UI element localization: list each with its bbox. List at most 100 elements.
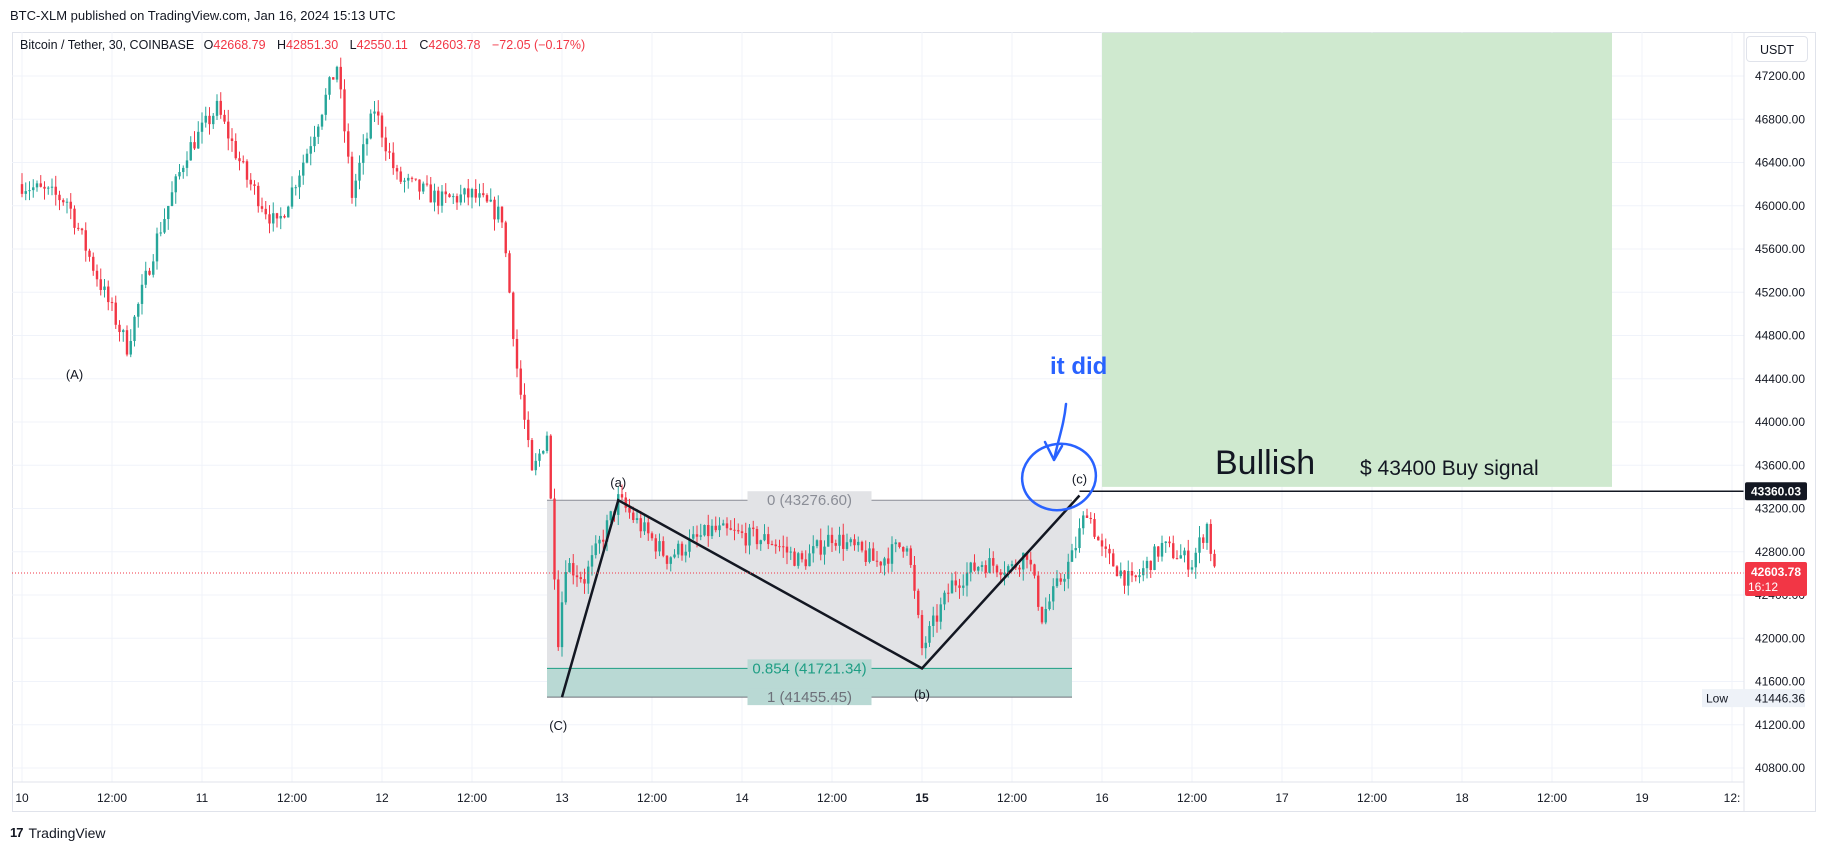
candle-body — [1153, 546, 1156, 570]
candle-body — [939, 604, 942, 622]
candle-body — [789, 551, 792, 553]
candle-body — [590, 555, 594, 567]
candle-body — [144, 270, 147, 285]
x-tick-label: 12:00 — [97, 791, 127, 805]
candle-body — [538, 453, 541, 461]
candle-body — [1022, 552, 1025, 570]
candle-body — [1010, 564, 1014, 567]
candle-body — [65, 201, 69, 203]
candle-body — [335, 66, 339, 80]
candle-body — [452, 196, 455, 198]
candle-body — [737, 530, 740, 532]
candle-body — [395, 168, 399, 172]
candle-body — [159, 232, 162, 234]
candle-body — [992, 558, 995, 566]
wave-label: (c) — [1072, 472, 1087, 487]
candle-body — [58, 194, 61, 201]
signal-price-tag — [1745, 482, 1807, 501]
candle-body — [377, 111, 380, 116]
price-axis[interactable]: 47200.00 46800.00 46400.00 46000.00 45600.00… — [1702, 32, 1807, 812]
candle-body — [305, 153, 309, 163]
change-value: −72.05 (−0.17%) — [491, 38, 586, 52]
last-price-label: 42603.78 — [1751, 565, 1801, 579]
candle-body — [197, 131, 200, 149]
candle-body — [1119, 570, 1122, 577]
arrow-down-icon — [1043, 402, 1068, 462]
candle-body — [497, 206, 500, 220]
candle-body — [1067, 561, 1070, 579]
candle-body — [88, 250, 91, 257]
candle-body — [635, 518, 639, 520]
candle-body — [373, 111, 376, 114]
candle-body — [69, 201, 72, 209]
fib-label-bg — [747, 491, 872, 509]
candle-body — [1048, 601, 1051, 609]
candle-body — [39, 183, 42, 187]
candle-body — [980, 565, 984, 567]
candle-body — [815, 540, 819, 547]
candle-body — [489, 199, 492, 202]
candle-body — [665, 555, 669, 564]
candle-body — [1179, 555, 1182, 559]
tradingview-logo-icon: 17 — [10, 825, 24, 840]
last-price-tag — [1745, 561, 1807, 596]
candle-body — [1040, 606, 1044, 623]
candle-body — [182, 167, 185, 173]
y-tick-label: 46800.00 — [1755, 112, 1805, 126]
candle-body — [35, 183, 39, 188]
candle-body — [602, 539, 605, 542]
candle-body — [767, 534, 770, 545]
candle-body — [1198, 537, 1201, 553]
candle-body — [275, 213, 279, 219]
candle-body — [864, 550, 867, 562]
candle-body — [185, 160, 189, 168]
tradingview-footer[interactable]: 17 TradingView — [10, 822, 106, 844]
candle-body — [163, 219, 166, 233]
time-axis[interactable]: 10 12:00 11 12:00 12 12:00 13 12:00 14 12:00 15 12:… — [12, 781, 1744, 805]
y-tick-label: 46000.00 — [1755, 199, 1805, 213]
target-zone-rect — [1102, 32, 1612, 487]
candle-body — [189, 142, 192, 161]
highlight-circle-icon — [1020, 442, 1098, 512]
candle-body — [107, 286, 110, 303]
candle-body — [542, 450, 545, 454]
drawings[interactable]: (A) (a) (b) (c) (C) Bullish $ 43400 Buy signal… — [12, 353, 1744, 733]
candle-body — [234, 141, 237, 159]
x-tick-label: 12 — [375, 791, 389, 805]
candle-body — [965, 572, 969, 586]
x-tick-label: 12:00 — [1177, 791, 1207, 805]
candle-body — [609, 511, 612, 521]
candle-body — [1134, 575, 1137, 578]
candle-body — [943, 592, 946, 605]
x-tick-label: 13 — [555, 791, 569, 805]
candle-body — [317, 126, 320, 137]
candle-body — [500, 206, 504, 223]
candle-body — [212, 115, 215, 125]
x-tick-label: 12:00 — [817, 791, 847, 805]
candle-body — [478, 193, 481, 198]
candle-body — [1142, 568, 1145, 576]
candle-body — [1187, 550, 1190, 570]
candle-body — [1029, 559, 1032, 565]
candle-body — [493, 199, 496, 220]
candle-body — [140, 284, 144, 304]
candle-body — [647, 522, 650, 534]
fib-retracement[interactable]: 0 (43276.60) 0.854 (41721.34) 1 (41455.45) — [547, 491, 1072, 706]
candle-body — [50, 186, 54, 188]
candle-body — [422, 183, 425, 192]
candle-body — [744, 532, 747, 546]
candle-body — [853, 539, 856, 546]
candle-body — [707, 524, 710, 537]
candle-body — [669, 557, 672, 564]
candle-body — [527, 419, 530, 441]
candle-body — [242, 161, 245, 163]
candle-body — [208, 115, 211, 125]
candle-body — [418, 179, 421, 192]
candle-body — [1157, 546, 1160, 557]
candle-body — [332, 77, 335, 80]
currency-button[interactable]: USDT — [1746, 36, 1808, 62]
candle-body — [287, 206, 290, 218]
candle-body — [650, 533, 654, 539]
candle-body — [512, 292, 515, 339]
